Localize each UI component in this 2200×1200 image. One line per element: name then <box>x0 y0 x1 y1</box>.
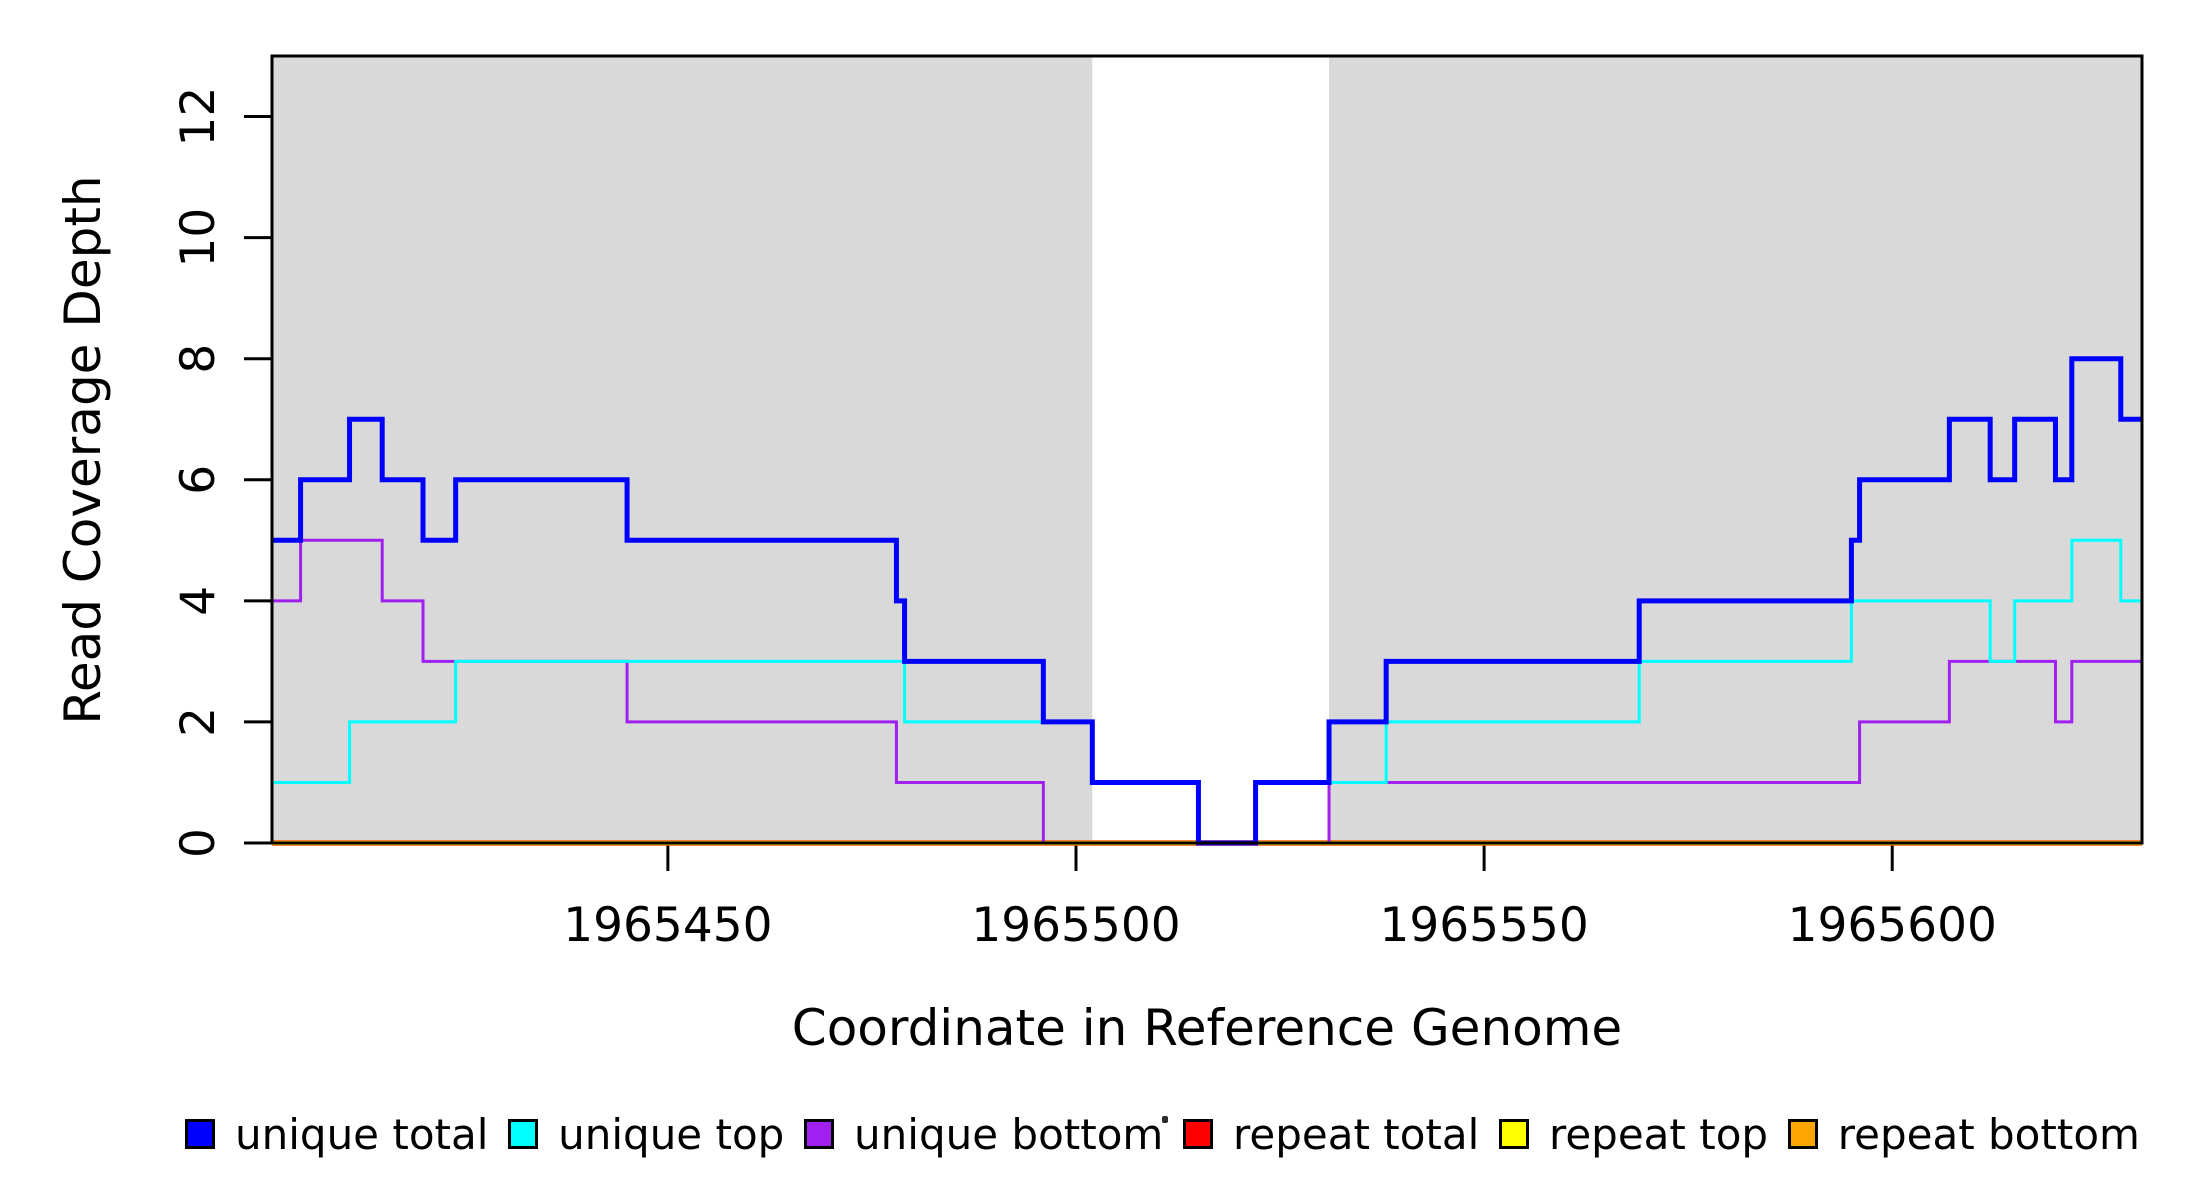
axis-labels: Coordinate in Reference Genome Read Cove… <box>54 175 1622 1057</box>
y-tick-label: 8 <box>171 344 226 374</box>
legend-label: unique total <box>235 1109 489 1159</box>
legend: unique total unique top unique bottom repea… <box>185 1108 2140 1160</box>
legend-swatch-repeat-total <box>1183 1119 1214 1149</box>
y-tick-label: 4 <box>171 586 226 616</box>
legend-label: unique top <box>558 1109 785 1159</box>
shaded-regions <box>272 56 2142 843</box>
series-line-unique-top <box>272 538 2142 845</box>
legend-label: repeat total <box>1233 1109 1480 1159</box>
legend-swatch-repeat-top <box>1499 1119 1529 1149</box>
series-line-unique-total <box>272 356 2142 846</box>
y-tick-label: 12 <box>171 87 226 147</box>
plot-box <box>270 54 2144 845</box>
legend-item-unique-top: unique top <box>508 1110 784 1159</box>
unique-region-left <box>272 56 1093 843</box>
plot-border <box>270 54 2144 845</box>
legend-item-repeat-bottom: repeat bottom <box>1787 1109 2140 1159</box>
legend-label: repeat bottom <box>1837 1109 2140 1159</box>
legend-label: repeat top <box>1549 1109 1769 1159</box>
x-axis-title: Coordinate in Reference Genome <box>792 999 1622 1057</box>
y-tick-label: 0 <box>171 828 226 858</box>
legend-label: unique bottom <box>854 1109 1164 1159</box>
axis-ticks: 1965450 1965500 1965550 1965600 0 2 4 6 8 10 12 <box>171 87 1997 953</box>
stray-mark <box>1162 1116 1168 1123</box>
legend-item-repeat-total: repeat total <box>1183 1110 1479 1159</box>
x-tick-label: 1965450 <box>563 898 772 953</box>
x-tick-label: 1965600 <box>1788 898 1997 953</box>
series-line-unique-bottom <box>272 538 2142 845</box>
y-tick-label: 10 <box>171 208 226 268</box>
legend-swatch-unique-top <box>508 1119 539 1149</box>
unique-region-right <box>1329 56 2142 843</box>
legend-item-unique-bottom: unique bottom <box>804 1110 1163 1159</box>
y-tick-label: 2 <box>171 707 226 737</box>
y-tick-label: 6 <box>171 465 226 495</box>
legend-item-unique-total: unique total <box>185 1110 488 1159</box>
legend-item-repeat-top: repeat top <box>1499 1110 1768 1159</box>
x-tick-label: 1965500 <box>971 898 1180 953</box>
x-tick-label: 1965550 <box>1379 898 1588 953</box>
legend-swatch-unique-total <box>185 1119 215 1149</box>
y-axis-title: Read Coverage Depth <box>54 175 112 724</box>
legend-swatch-repeat-bottom <box>1787 1119 1818 1149</box>
legend-swatch-unique-bottom <box>804 1119 835 1149</box>
